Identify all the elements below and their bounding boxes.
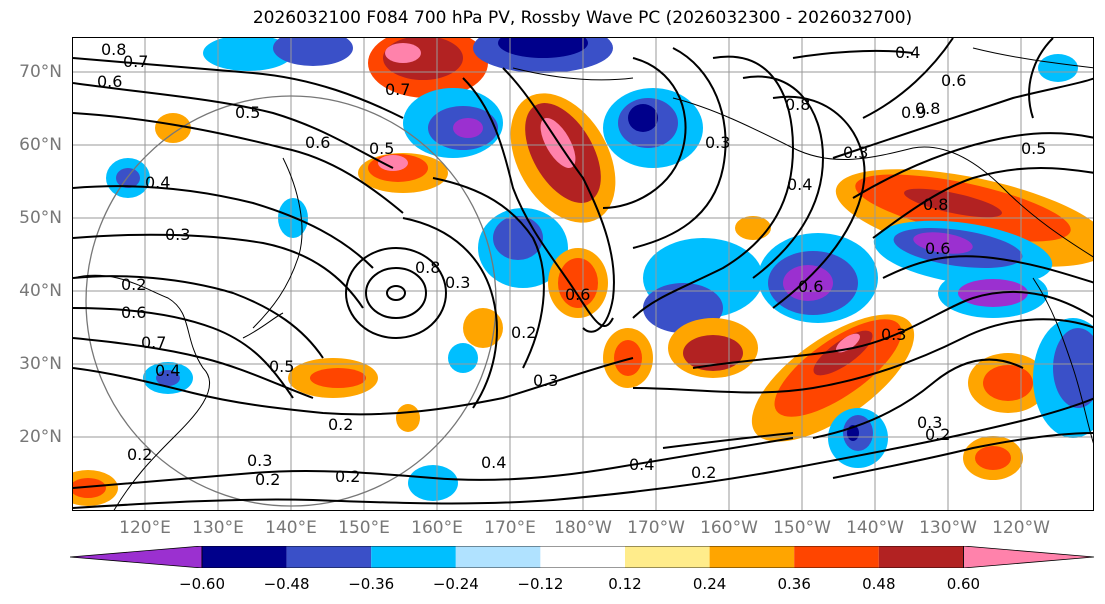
contour-label: 0.3	[705, 133, 730, 152]
map-plot: 0.8 0.7 0.6 0.5 0.6 0.5 0.4 0.3 0.2 0.6 …	[73, 38, 1093, 510]
colorbar-tick: 0.60	[946, 575, 981, 593]
pv-anomaly-shading	[73, 38, 1093, 506]
contour-label: 0.7	[123, 52, 148, 71]
contour-label: 0.5	[369, 139, 394, 158]
colorbar	[70, 546, 1095, 568]
contour-label: 0.2	[511, 323, 536, 342]
contour-label: 0.4	[145, 173, 170, 192]
contour-labels: 0.8 0.7 0.6 0.5 0.6 0.5 0.4 0.3 0.2 0.6 …	[97, 40, 1046, 489]
lat-label: 40°N	[19, 281, 62, 301]
colorbar-segment	[455, 546, 541, 568]
contour-label: 0.5	[235, 103, 260, 122]
map-panel: 0.8 0.7 0.6 0.5 0.6 0.5 0.4 0.3 0.2 0.6 …	[72, 37, 1094, 511]
contour-label: 0.6	[565, 285, 590, 304]
lon-label: 170°E	[484, 518, 536, 538]
contour-label: 0.3	[917, 413, 942, 432]
colorbar-segment	[202, 546, 287, 568]
lat-label: 50°N	[19, 208, 62, 228]
lat-label: 30°N	[19, 354, 62, 374]
contour-label: 0.8	[101, 40, 126, 59]
contour-label: 0.7	[141, 333, 166, 352]
colorbar-tick: −0.24	[432, 575, 479, 593]
lon-label: 130°W	[919, 518, 977, 538]
lon-label: 150°W	[773, 518, 831, 538]
contour-label: 0.2	[328, 415, 353, 434]
colorbar-tick: 0.48	[862, 575, 896, 593]
contour-label: 0.2	[925, 425, 950, 444]
colorbar-tick: −0.12	[517, 575, 564, 593]
contour-label: 0.4	[787, 175, 812, 194]
contour-label: 0.6	[798, 277, 823, 296]
colorbar-segment	[878, 546, 964, 568]
colorbar-segment	[709, 546, 795, 568]
contour-label: 0.4	[895, 43, 920, 62]
lat-label: 60°N	[19, 135, 62, 155]
colorbar-tick: −0.48	[263, 575, 310, 593]
contour-label: 0.2	[127, 445, 152, 464]
map-title: 2026032100 F084 700 hPa PV, Rossby Wave …	[252, 8, 913, 28]
contour-label: 0.4	[481, 453, 506, 472]
colorbar-segment	[371, 546, 456, 568]
graticule	[73, 38, 1093, 510]
lon-label: 140°W	[846, 518, 904, 538]
contour-label: 0.7	[385, 80, 410, 99]
colorbar-tick: 0.12	[608, 575, 642, 593]
contour-label: 0.5	[269, 357, 294, 376]
contour-label: 0.8	[415, 258, 440, 277]
contour-label: 0.3	[533, 371, 558, 390]
lon-label: 180°W	[554, 518, 612, 538]
contour-label: 0.2	[255, 470, 280, 489]
lon-label: 150°E	[338, 518, 390, 538]
lon-label: 120°W	[992, 518, 1050, 538]
pv-contours	[73, 38, 1093, 509]
lat-label: 20°N	[19, 427, 62, 447]
contour-label: 0.6	[121, 303, 146, 322]
lon-label: 160°E	[411, 518, 463, 538]
contour-label: 0.6	[941, 71, 966, 90]
contour-label: 0.2	[121, 275, 146, 294]
lon-label: 140°E	[265, 518, 317, 538]
colorbar-segment	[794, 546, 879, 568]
colorbar-segment	[70, 546, 203, 568]
contour-label: 0.3	[165, 225, 190, 244]
lon-label: 130°E	[192, 518, 244, 538]
contour-label: 0.8	[923, 195, 948, 214]
lon-label: 170°W	[627, 518, 685, 538]
colorbar-segment	[625, 546, 710, 568]
colorbar-tick: −0.36	[348, 575, 395, 593]
colorbar-segment	[963, 546, 1095, 568]
contour-label: 0.8	[915, 99, 940, 118]
contour-label: 0.4	[155, 361, 180, 380]
contour-label: 0.6	[97, 72, 122, 91]
colorbar-tick: 0.24	[692, 575, 727, 593]
contour-label: 0.4	[629, 455, 654, 474]
colorbar-segment	[540, 546, 625, 568]
contour-label: 0.6	[305, 133, 330, 152]
lon-label: 120°E	[119, 518, 171, 538]
contour-label: 0.3	[247, 451, 272, 470]
contour-label: 0.2	[335, 467, 360, 486]
lat-label: 70°N	[19, 62, 62, 82]
contour-label: 0.9	[901, 103, 926, 122]
contour-label: 0.5	[1021, 139, 1046, 158]
contour-label: 0.3	[881, 325, 906, 344]
contour-label: 0.3	[843, 143, 868, 162]
colorbar-tick: 0.36	[777, 575, 811, 593]
coastlines	[73, 47, 1093, 510]
contour-label: 0.2	[691, 463, 716, 482]
colorbar-tick: −0.60	[179, 575, 225, 593]
lon-label: 160°W	[700, 518, 758, 538]
contour-label: 0.3	[445, 273, 470, 292]
colorbar-segment	[286, 546, 372, 568]
contour-label: 0.6	[925, 239, 950, 258]
contour-label: 0.8	[785, 95, 810, 114]
